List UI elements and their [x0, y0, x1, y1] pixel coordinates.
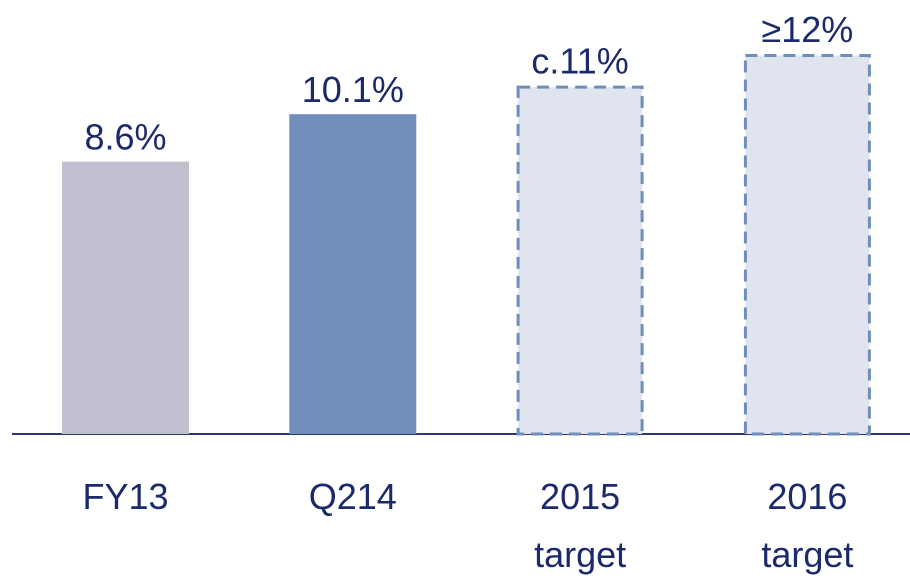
value-label: 8.6%: [84, 117, 166, 158]
bar: [516, 85, 644, 436]
bar: [62, 161, 189, 434]
value-label: 10.1%: [302, 69, 404, 110]
bar: [289, 114, 417, 435]
value-label: ≥12%: [761, 9, 853, 50]
category-label: Q214: [308, 476, 397, 517]
bar: [743, 54, 871, 436]
category-label: 2015 target: [534, 476, 627, 575]
category-label: 2016 target: [761, 476, 854, 575]
value-label: c.11%: [531, 41, 628, 82]
category-label: FY13: [82, 476, 169, 517]
